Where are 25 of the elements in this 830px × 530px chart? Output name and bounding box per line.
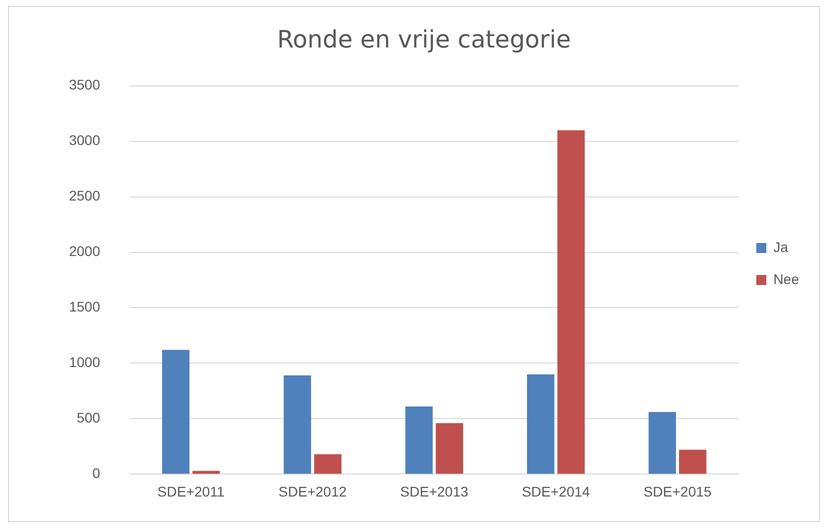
x-tick-label: SDE+2014: [522, 483, 590, 500]
bar: [162, 350, 190, 474]
y-tick-label: 2500: [68, 188, 100, 204]
legend-label: Ja: [773, 238, 788, 255]
x-tick-label: SDE+2013: [400, 483, 468, 500]
y-tick-label: 2000: [68, 243, 100, 260]
x-tick-label: SDE+2015: [643, 483, 712, 500]
bar: [405, 406, 433, 474]
bar: [436, 423, 464, 474]
bar: [526, 374, 554, 474]
y-tick-label: 0: [92, 465, 100, 482]
chart-title: Ronde en vrije categorie: [277, 26, 571, 54]
bar: [648, 412, 676, 474]
bar: [557, 130, 585, 474]
y-tick-label: 3000: [68, 132, 100, 148]
bar: [284, 375, 312, 474]
bar: [314, 454, 342, 474]
y-tick-label: 1000: [68, 354, 100, 370]
bar: [679, 450, 706, 474]
legend-label: Nee: [773, 270, 800, 287]
y-tick-label: 3500: [68, 76, 100, 93]
x-tick-label: SDE+2012: [278, 483, 347, 500]
y-tick-label: 1500: [68, 298, 100, 315]
y-tick-label: 500: [76, 410, 100, 426]
x-tick-label: SDE+2011: [157, 483, 225, 500]
